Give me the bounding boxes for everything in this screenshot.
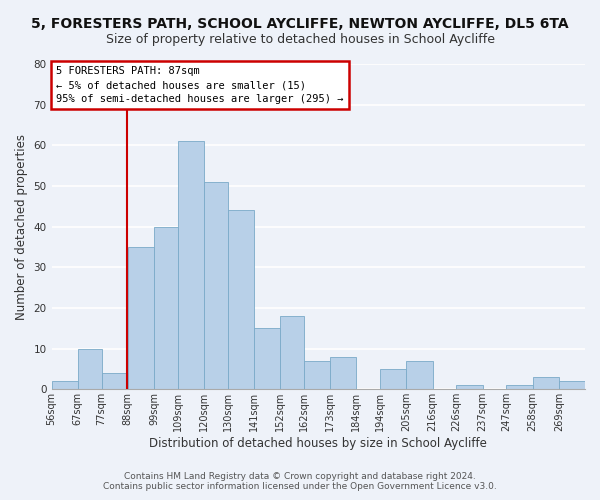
Bar	[304, 361, 330, 390]
Bar	[280, 316, 304, 390]
Bar	[406, 361, 433, 390]
Bar	[254, 328, 280, 390]
Bar	[380, 369, 406, 390]
Bar	[78, 348, 101, 390]
Bar	[559, 381, 585, 390]
Bar	[330, 357, 356, 390]
Bar	[228, 210, 254, 390]
Bar	[204, 182, 228, 390]
X-axis label: Distribution of detached houses by size in School Aycliffe: Distribution of detached houses by size …	[149, 437, 487, 450]
Bar	[506, 385, 533, 390]
Bar	[533, 377, 559, 390]
Bar	[154, 226, 178, 390]
Y-axis label: Number of detached properties: Number of detached properties	[15, 134, 28, 320]
Bar	[128, 247, 154, 390]
Text: Contains public sector information licensed under the Open Government Licence v3: Contains public sector information licen…	[103, 482, 497, 491]
Bar	[457, 385, 482, 390]
Bar	[178, 142, 204, 390]
Text: 5, FORESTERS PATH, SCHOOL AYCLIFFE, NEWTON AYCLIFFE, DL5 6TA: 5, FORESTERS PATH, SCHOOL AYCLIFFE, NEWT…	[31, 18, 569, 32]
Bar	[52, 381, 78, 390]
Text: Contains HM Land Registry data © Crown copyright and database right 2024.: Contains HM Land Registry data © Crown c…	[124, 472, 476, 481]
Text: 5 FORESTERS PATH: 87sqm
← 5% of detached houses are smaller (15)
95% of semi-det: 5 FORESTERS PATH: 87sqm ← 5% of detached…	[56, 66, 344, 104]
Bar	[101, 373, 128, 390]
Text: Size of property relative to detached houses in School Aycliffe: Size of property relative to detached ho…	[106, 32, 494, 46]
